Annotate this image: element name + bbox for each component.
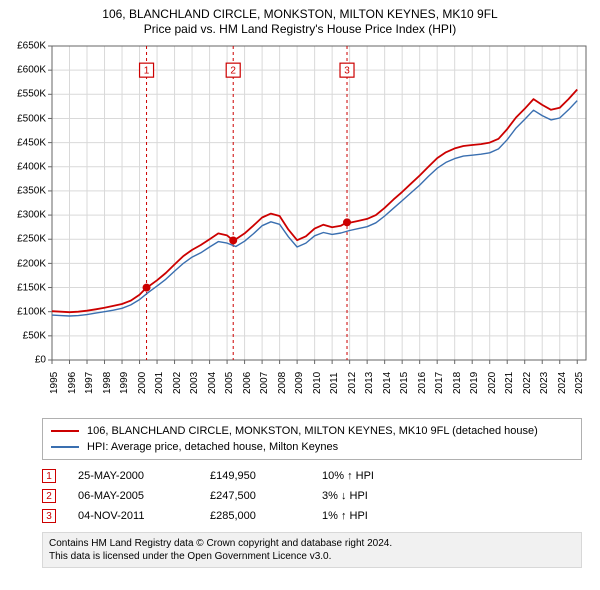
x-tick-label: 2013 xyxy=(364,372,375,394)
x-tick-label: 2002 xyxy=(172,372,183,394)
legend-row: HPI: Average price, detached house, Milt… xyxy=(51,439,573,455)
sale-row: 3 04-NOV-2011 £285,000 1% ↑ HPI xyxy=(42,506,582,526)
sale-hpi: 1% ↑ HPI xyxy=(322,510,412,522)
sale-hpi: 3% ↓ HPI xyxy=(322,490,412,502)
sale-date: 25-MAY-2000 xyxy=(78,470,188,482)
x-tick-label: 2012 xyxy=(347,372,358,394)
x-tick-label: 2005 xyxy=(224,372,235,394)
x-tick-label: 2003 xyxy=(189,372,200,394)
sale-index-box: 1 xyxy=(42,469,56,483)
x-tick-label: 2006 xyxy=(242,372,253,394)
y-tick-label: £400K xyxy=(10,161,46,172)
x-tick-label: 2024 xyxy=(557,372,568,394)
x-tick-label: 2009 xyxy=(294,372,305,394)
y-tick-label: £150K xyxy=(10,282,46,293)
y-tick-label: £600K xyxy=(10,65,46,76)
y-tick-label: £500K xyxy=(10,113,46,124)
sale-marker-label: 3 xyxy=(344,66,350,77)
sale-date: 06-MAY-2005 xyxy=(78,490,188,502)
x-tick-label: 2020 xyxy=(487,372,498,394)
x-tick-label: 2022 xyxy=(522,372,533,394)
x-tick-label: 2004 xyxy=(207,372,218,394)
price-chart: 1 2 3 £0 £50K £100K £150K £200K £250K £300K £350K… xyxy=(8,40,592,410)
x-tick-label: 2021 xyxy=(504,372,515,394)
x-tick-label: 2017 xyxy=(434,372,445,394)
sale-hpi: 10% ↑ HPI xyxy=(322,470,412,482)
x-tick-label: 1995 xyxy=(49,372,60,394)
y-tick-label: £250K xyxy=(10,234,46,245)
sale-price: £149,950 xyxy=(210,470,300,482)
x-tick-label: 2018 xyxy=(452,372,463,394)
sale-row: 2 06-MAY-2005 £247,500 3% ↓ HPI xyxy=(42,486,582,506)
x-tick-label: 1996 xyxy=(67,372,78,394)
y-tick-label: £350K xyxy=(10,186,46,197)
x-tick-label: 2015 xyxy=(399,372,410,394)
x-tick-label: 2019 xyxy=(469,372,480,394)
x-tick-label: 2014 xyxy=(382,372,393,394)
y-tick-label: £50K xyxy=(10,331,46,342)
x-tick-label: 2010 xyxy=(312,372,323,394)
license-line: This data is licensed under the Open Gov… xyxy=(49,550,575,563)
page-title: 106, BLANCHLAND CIRCLE, MONKSTON, MILTON… xyxy=(8,6,592,22)
legend-swatch xyxy=(51,446,79,448)
x-tick-label: 1998 xyxy=(102,372,113,394)
x-tick-label: 2016 xyxy=(417,372,428,394)
sale-index-box: 2 xyxy=(42,489,56,503)
x-tick-label: 2023 xyxy=(539,372,550,394)
sale-date: 04-NOV-2011 xyxy=(78,510,188,522)
y-tick-label: £0 xyxy=(10,355,46,366)
y-tick-label: £300K xyxy=(10,210,46,221)
x-tick-label: 2011 xyxy=(329,373,340,395)
x-tick-label: 2000 xyxy=(137,372,148,394)
y-tick-label: £550K xyxy=(10,89,46,100)
x-tick-label: 2001 xyxy=(154,372,165,394)
legend-row: 106, BLANCHLAND CIRCLE, MONKSTON, MILTON… xyxy=(51,423,573,439)
sale-price: £285,000 xyxy=(210,510,300,522)
legend-swatch xyxy=(51,430,79,432)
sale-marker-label: 2 xyxy=(230,66,236,77)
legend: 106, BLANCHLAND CIRCLE, MONKSTON, MILTON… xyxy=(42,418,582,460)
y-tick-label: £200K xyxy=(10,258,46,269)
x-tick-label: 2007 xyxy=(259,372,270,394)
legend-label: 106, BLANCHLAND CIRCLE, MONKSTON, MILTON… xyxy=(87,425,538,437)
sale-price: £247,500 xyxy=(210,490,300,502)
license-notice: Contains HM Land Registry data © Crown c… xyxy=(42,532,582,568)
sale-marker-label: 1 xyxy=(144,66,150,77)
x-tick-label: 2025 xyxy=(574,372,585,394)
sale-row: 1 25-MAY-2000 £149,950 10% ↑ HPI xyxy=(42,466,582,486)
y-tick-label: £450K xyxy=(10,137,46,148)
y-tick-label: £650K xyxy=(10,41,46,52)
sales-table: 1 25-MAY-2000 £149,950 10% ↑ HPI 2 06-MAY-200… xyxy=(42,466,582,526)
x-tick-label: 1997 xyxy=(84,372,95,394)
x-tick-label: 2008 xyxy=(277,372,288,394)
legend-label: HPI: Average price, detached house, Milt… xyxy=(87,441,338,453)
y-tick-label: £100K xyxy=(10,306,46,317)
x-tick-label: 1999 xyxy=(119,372,130,394)
sale-index-box: 3 xyxy=(42,509,56,523)
license-line: Contains HM Land Registry data © Crown c… xyxy=(49,537,575,550)
page-subtitle: Price paid vs. HM Land Registry's House … xyxy=(8,22,592,36)
